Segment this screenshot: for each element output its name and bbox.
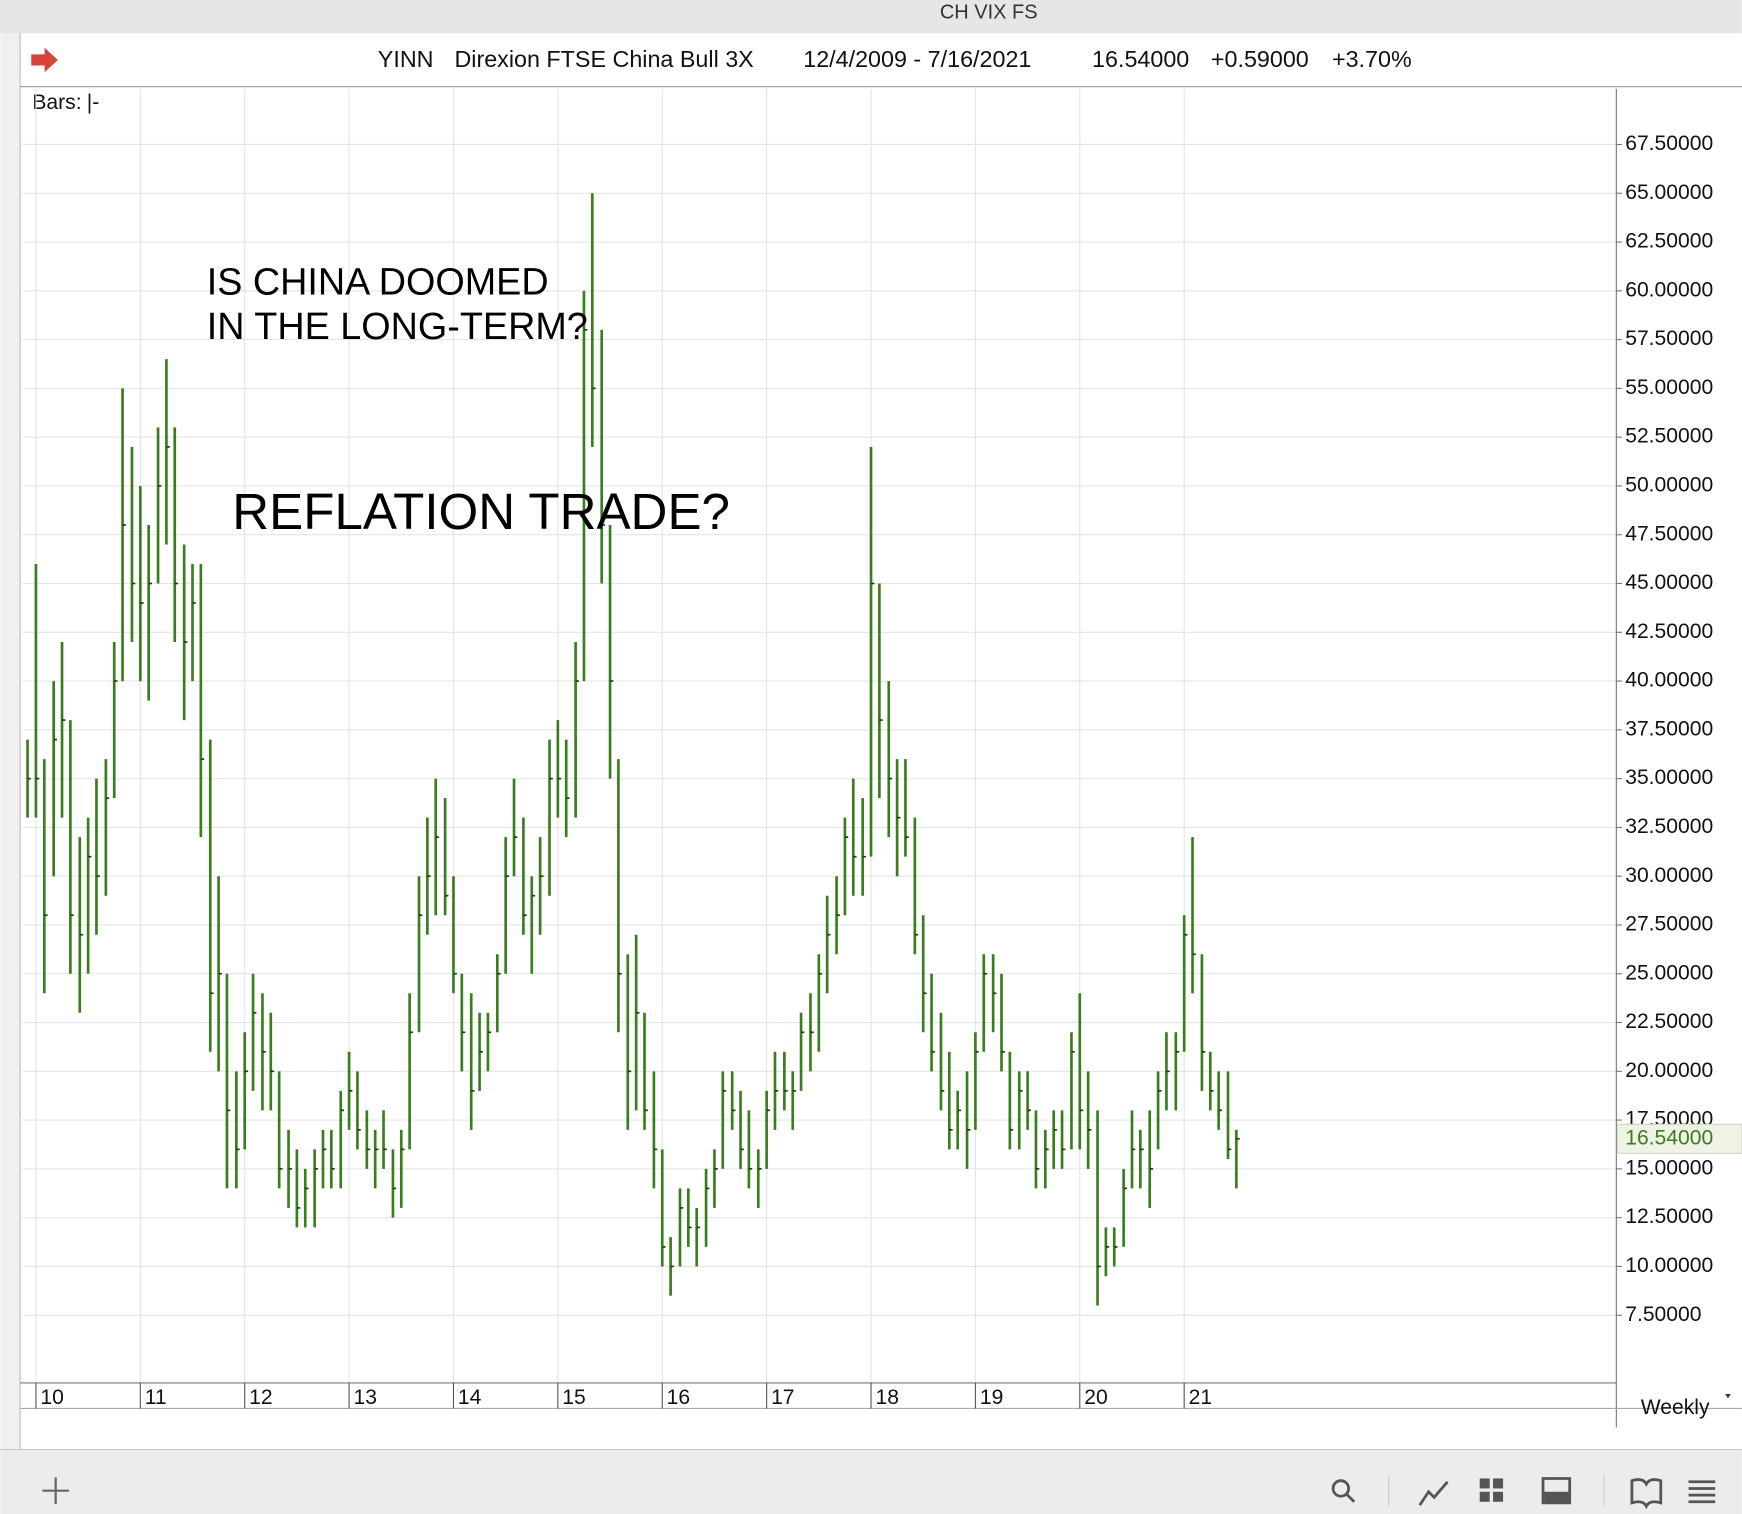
- x-tick-label: 14: [458, 1386, 482, 1409]
- price-change: +0.59000: [1211, 46, 1309, 72]
- x-tick-label: 17: [771, 1386, 794, 1409]
- x-tick-label: 12: [249, 1386, 272, 1409]
- x-tick-label: 19: [980, 1386, 1003, 1409]
- date-range: 12/4/2009 - 7/16/2021: [803, 46, 1031, 72]
- book-button[interactable]: [1630, 1478, 1663, 1510]
- x-tick-label: 21: [1189, 1386, 1212, 1409]
- x-tick-label: 15: [562, 1386, 585, 1409]
- x-tick-label: 18: [875, 1386, 898, 1409]
- add-button[interactable]: [42, 1477, 70, 1505]
- bars-value[interactable]: |-: [87, 91, 100, 114]
- x-tick-label: 13: [354, 1386, 377, 1409]
- y-tick-label: 32.50000: [1625, 815, 1713, 838]
- toolbar: [0, 1449, 1742, 1514]
- y-tick-label: 62.50000: [1625, 230, 1713, 253]
- plot: [26, 193, 1240, 1306]
- left-strip: [0, 33, 21, 1450]
- y-tick-label: 52.50000: [1625, 425, 1713, 448]
- annotation: IS CHINA DOOMED: [207, 261, 549, 303]
- y-tick-label: 20.00000: [1625, 1059, 1713, 1082]
- symbol: YINN: [378, 46, 434, 72]
- y-tick-label: 25.00000: [1625, 961, 1713, 984]
- dropdown-icon[interactable]: [1725, 1394, 1731, 1399]
- y-tick-label: 45.00000: [1625, 571, 1713, 594]
- x-tick-label: 20: [1084, 1386, 1107, 1409]
- y-tick-label: 60.00000: [1625, 278, 1713, 301]
- percent-change: +3.70%: [1332, 46, 1412, 72]
- y-tick-label: 15.00000: [1625, 1156, 1713, 1179]
- layout-button[interactable]: [1541, 1477, 1572, 1505]
- y-tick-label: 65.00000: [1625, 181, 1713, 204]
- y-tick-label: 10.00000: [1625, 1254, 1713, 1277]
- price-box: [1616, 1123, 1742, 1154]
- x-tick-label: 10: [40, 1386, 63, 1409]
- y-tick-label: 47.50000: [1625, 522, 1713, 545]
- y-tick-label: 35.00000: [1625, 766, 1713, 789]
- title-bar: [0, 0, 1742, 34]
- grid-button[interactable]: [1479, 1478, 1504, 1502]
- y-tick-label: 57.50000: [1625, 327, 1713, 350]
- y-tick-label: 37.50000: [1625, 717, 1713, 740]
- y-tick-label: 40.00000: [1625, 669, 1713, 692]
- x-tick-label: 16: [667, 1386, 690, 1409]
- instrument-name: Direxion FTSE China Bull 3X: [454, 46, 754, 72]
- y-tick-label: 7.50000: [1625, 1303, 1701, 1326]
- annotation: IN THE LONG-TERM?: [207, 306, 588, 348]
- y-tick-label: 12.50000: [1625, 1205, 1713, 1228]
- chart-style-button[interactable]: [1418, 1480, 1449, 1506]
- arrow-icon[interactable]: [31, 47, 58, 73]
- bars-label: Bars:: [32, 91, 81, 114]
- y-tick-label: 42.50000: [1625, 620, 1713, 643]
- window-title: CH VIX FS: [940, 2, 1038, 24]
- y-tick-label: 50.00000: [1625, 474, 1713, 497]
- search-button[interactable]: [1331, 1479, 1356, 1503]
- annotation: REFLATION TRADE?: [232, 483, 730, 540]
- list-button[interactable]: [1688, 1480, 1716, 1504]
- period-selector[interactable]: Weekly: [1641, 1396, 1710, 1419]
- last-price: 16.54000: [1092, 46, 1189, 72]
- x-tick-label: 11: [145, 1386, 167, 1409]
- y-tick-label: 27.50000: [1625, 913, 1713, 936]
- y-tick-label: 67.50000: [1625, 132, 1713, 155]
- y-tick-label: 55.00000: [1625, 376, 1713, 399]
- layout-fill: [1544, 1491, 1569, 1502]
- price-label: 16.54000: [1625, 1126, 1713, 1149]
- y-tick-label: 30.00000: [1625, 864, 1713, 887]
- y-tick-label: 22.50000: [1625, 1010, 1713, 1033]
